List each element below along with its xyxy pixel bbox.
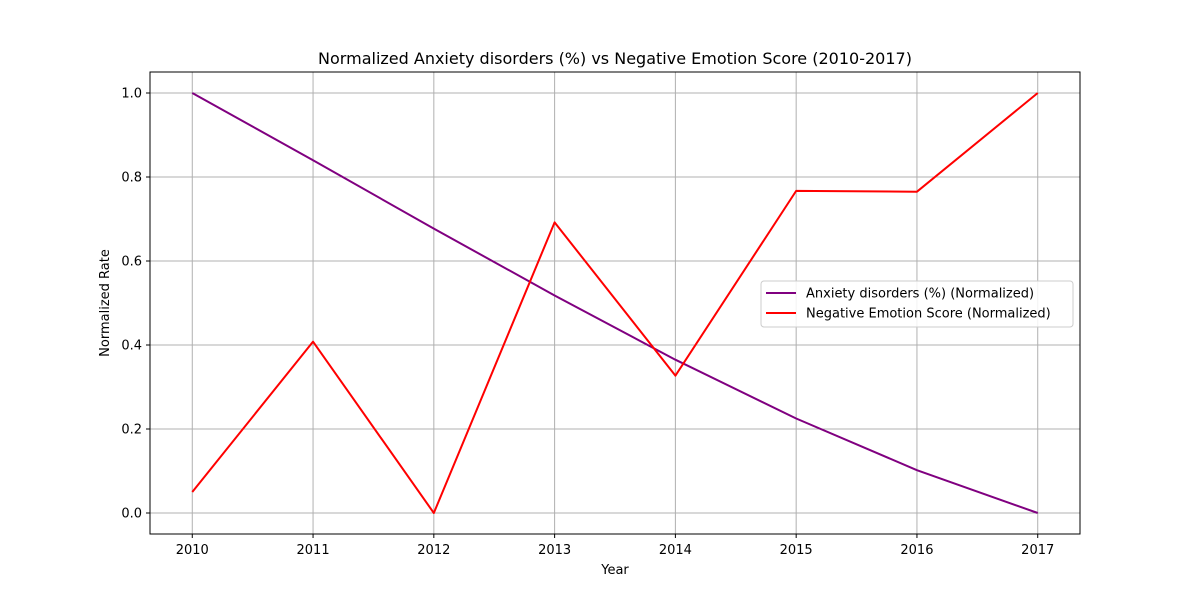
x-tick-label: 2010 <box>176 543 209 558</box>
x-ticks: 2010 2011 2012 2013 2014 2015 2016 2017 <box>176 534 1054 558</box>
legend-box <box>760 280 1074 328</box>
x-tick-label: 2014 <box>659 543 692 558</box>
y-axis-label: Normalized Rate <box>98 249 113 357</box>
x-tick-label: 2016 <box>900 543 933 558</box>
legend-label: Negative Emotion Score (Normalized) <box>806 307 1051 322</box>
x-tick-label: 2011 <box>297 543 330 558</box>
y-tick-label: 0.4 <box>121 339 142 354</box>
y-tick-label: 1.0 <box>121 87 142 102</box>
x-axis-label: Year <box>600 563 629 578</box>
y-tick-label: 0.8 <box>121 171 142 186</box>
series-line-2 <box>191 92 1039 514</box>
x-tick-label: 2015 <box>780 543 813 558</box>
legend-label: Anxiety disorders (%) (Normalized) <box>806 287 1034 302</box>
x-tick-label: 2013 <box>538 543 571 558</box>
y-tick-label: 0.6 <box>121 255 142 270</box>
plot-frame <box>149 71 1081 535</box>
y-tick-label: 0.2 <box>121 423 142 438</box>
legend: Anxiety disorders (%) (Normalized) Negati… <box>760 280 1074 328</box>
x-tick-label: 2012 <box>417 543 450 558</box>
x-tick-label: 2017 <box>1021 543 1054 558</box>
series-line-1 <box>191 92 1039 514</box>
y-tick-label: 0.0 <box>121 507 142 522</box>
series-lines <box>191 92 1039 514</box>
chart-title: Normalized Anxiety disorders (%) vs Nega… <box>318 49 912 68</box>
y-ticks: 0.0 0.2 0.4 0.6 0.8 1.0 <box>121 87 150 522</box>
